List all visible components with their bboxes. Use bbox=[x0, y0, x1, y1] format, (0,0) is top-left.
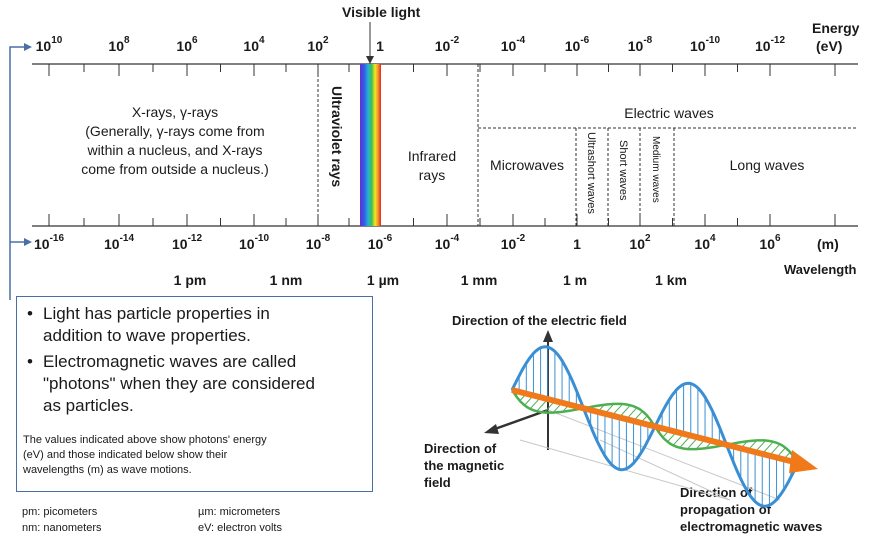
energy-tick-label: 108 bbox=[108, 35, 130, 54]
wavelength-tick-label: 104 bbox=[694, 233, 716, 252]
propagation-arrow bbox=[511, 387, 799, 466]
wavelength-tick-label: 10-2 bbox=[500, 233, 526, 252]
energy-tick-label: 10-10 bbox=[689, 35, 721, 54]
magnetic-axis-arrow bbox=[484, 424, 499, 434]
energy-arrow-head bbox=[24, 43, 32, 51]
wavelength-tick-label: 10-6 bbox=[367, 233, 393, 252]
bullet-particle: • Light has particle properties in addit… bbox=[27, 304, 270, 345]
wavelength-tick-label: 10-12 bbox=[171, 233, 203, 252]
infrared-label: Infrared rays bbox=[407, 148, 457, 183]
electric-waves-label: Electric waves bbox=[624, 105, 714, 121]
legend-um: µm: micrometers bbox=[198, 506, 281, 518]
unit-mark-label: 1 km bbox=[655, 272, 687, 288]
xray-region: X-rays, γ-rays (Generally, γ-rays come f… bbox=[81, 104, 269, 177]
energy-tick-label: 104 bbox=[243, 35, 265, 54]
bullet-photons: • Electromagnetic waves are called "phot… bbox=[27, 352, 315, 415]
ultrashort-waves-label: Ultrashort waves bbox=[585, 132, 597, 214]
long-waves-label: Long waves bbox=[729, 157, 805, 173]
energy-tick-label: 1 bbox=[376, 38, 384, 54]
electric-field-caption: Direction of the electric field bbox=[452, 313, 627, 328]
energy-tick-label: 1010 bbox=[35, 35, 63, 54]
wavelength-tick-label: 10-16 bbox=[33, 233, 65, 252]
wavelength-tick-label: 10-4 bbox=[434, 233, 460, 252]
spectrum-scale bbox=[9, 22, 858, 300]
wavelength-tick-label: 102 bbox=[629, 233, 651, 252]
propagation-arrow-head bbox=[789, 450, 818, 473]
visible-light-label: Visible light bbox=[342, 4, 421, 20]
short-waves-label: Short waves bbox=[617, 140, 629, 201]
visible-light-arrow bbox=[366, 56, 374, 64]
energy-tick-label: 102 bbox=[307, 35, 329, 54]
wavelength-tick-label: 10-8 bbox=[305, 233, 331, 252]
unit-mark-label: 1 mm bbox=[460, 272, 498, 288]
electric-axis-arrow bbox=[543, 330, 553, 342]
ultraviolet-label: Ultraviolet rays bbox=[329, 86, 345, 188]
connector-line bbox=[9, 46, 28, 300]
wavelength-tick-label: 1 bbox=[573, 236, 581, 252]
wavelength-tick-label: 106 bbox=[759, 233, 781, 252]
wavelength-unit: (m) bbox=[817, 236, 839, 252]
em-wave-diagram bbox=[484, 330, 818, 508]
legend-pm: pm: picometers bbox=[22, 506, 98, 518]
energy-tick-label: 106 bbox=[176, 35, 198, 54]
magnetic-field-caption: Direction of the magnetic field bbox=[424, 441, 505, 490]
energy-unit: (eV) bbox=[816, 38, 843, 54]
microwaves-label: Microwaves bbox=[490, 157, 564, 173]
unit-mark-label: 1 m bbox=[562, 272, 588, 288]
energy-tick-label: 10-12 bbox=[754, 35, 786, 54]
wavelength-tick-label: 10-10 bbox=[238, 233, 270, 252]
propagation-caption: Direction of propagation of electromagne… bbox=[680, 485, 823, 534]
energy-tick-label: 10-8 bbox=[627, 35, 653, 54]
unit-mark-label: 1 pm bbox=[173, 272, 207, 288]
info-box: • Light has particle properties in addit… bbox=[16, 296, 373, 492]
energy-label: Energy bbox=[812, 20, 860, 36]
legend-ev: eV: electron volts bbox=[198, 522, 282, 534]
wavelength-tick-label: 10-14 bbox=[103, 233, 135, 252]
wavelength-label: Wavelength bbox=[784, 262, 857, 277]
visible-light-band bbox=[360, 64, 381, 226]
legend-nm: nm: nanometers bbox=[22, 522, 102, 534]
energy-tick-label: 10-4 bbox=[500, 35, 526, 54]
info-note: The values indicated above show photons'… bbox=[23, 434, 267, 476]
energy-tick-label: 10-6 bbox=[564, 35, 590, 54]
unit-mark-label: 1 nm bbox=[269, 272, 303, 288]
wavelength-arrow-head bbox=[24, 238, 32, 246]
energy-tick-label: 10-2 bbox=[434, 35, 460, 54]
medium-waves-label: Medium waves bbox=[650, 136, 661, 203]
unit-mark-label: 1 µm bbox=[366, 272, 400, 288]
